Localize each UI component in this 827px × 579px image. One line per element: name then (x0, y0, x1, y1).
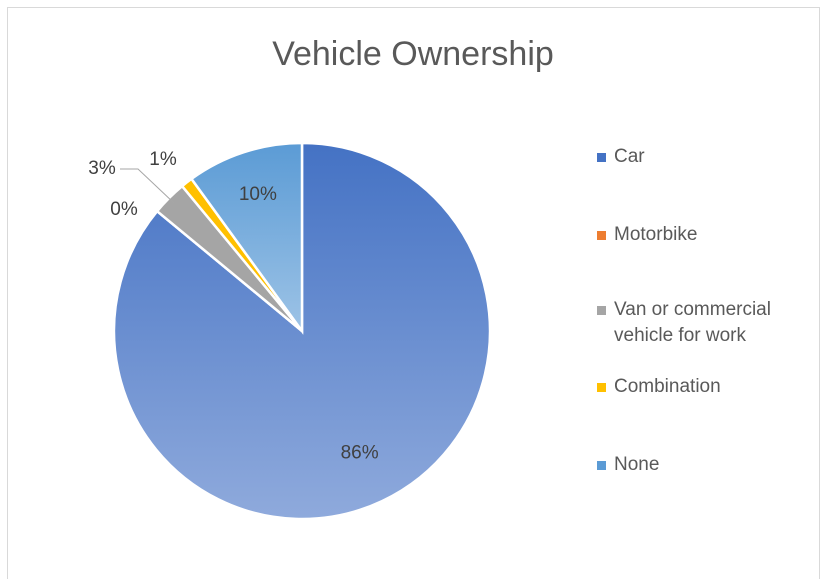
legend-item: Van or commercial vehicle for work (597, 297, 797, 349)
legend-label: Combination (614, 376, 721, 397)
leader-line (120, 168, 175, 204)
legend-swatch (597, 153, 606, 162)
data-label: 86% (341, 442, 379, 463)
legend-swatch (597, 231, 606, 240)
legend-item: Motorbike (597, 222, 797, 248)
legend-label: Car (614, 146, 645, 167)
data-label: 1% (149, 149, 177, 170)
data-label: 3% (88, 158, 116, 179)
legend-item: None (597, 452, 797, 478)
data-label: 0% (110, 199, 138, 220)
legend-swatch (597, 306, 606, 315)
legend-item: Car (597, 144, 797, 170)
data-label: 10% (239, 184, 277, 205)
chart-title: Vehicle Ownership (272, 35, 554, 73)
legend-swatch (597, 383, 606, 392)
legend-label: Van or commercial vehicle for work (614, 299, 771, 346)
legend-swatch (597, 461, 606, 470)
legend-label: Motorbike (614, 224, 698, 245)
legend-label: None (614, 454, 660, 475)
legend-item: Combination (597, 374, 797, 400)
slice (189, 141, 304, 335)
